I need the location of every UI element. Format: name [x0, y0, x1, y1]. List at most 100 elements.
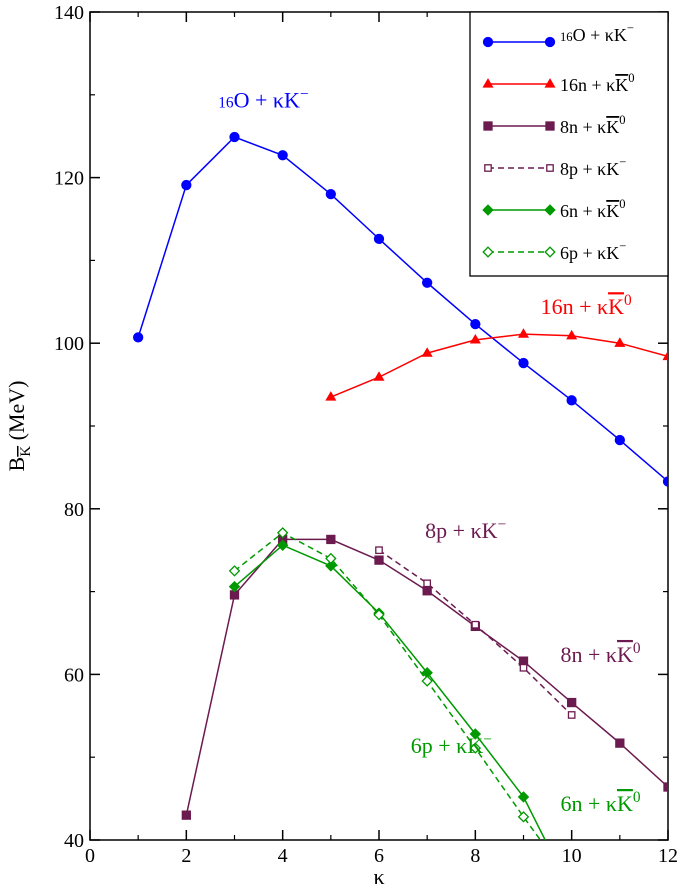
- data-point-triangle: [373, 371, 385, 381]
- data-point-diamond: [421, 675, 433, 687]
- data-point-square: [663, 782, 668, 792]
- ticks-layer: 0 2 4 6 8 10 12 40 60 80 100 120 140: [54, 2, 678, 867]
- data-point-diamond: [517, 811, 530, 823]
- legend-label: 6n + κK0: [560, 197, 626, 221]
- x-tick-label: 8: [470, 845, 480, 867]
- annotation-n6: 6n + κK0: [561, 789, 641, 816]
- legend-item-o16: 16O + κK−: [482, 21, 634, 48]
- data-point-circle: [422, 277, 433, 288]
- legend-label: 8p + κK−: [560, 155, 626, 179]
- data-point-triangle: [517, 328, 530, 338]
- data-point-diamond: [469, 742, 482, 754]
- plot-area: 0 2 4 6 8 10 12 40 60 80 100 120 140: [54, 2, 678, 867]
- data-point-square: [546, 164, 554, 172]
- y-tick-label: 140: [54, 2, 84, 24]
- y-tick-label: 100: [54, 333, 84, 355]
- series-line-n16: [330, 333, 668, 398]
- annotation-n8: 8n + κK0: [561, 640, 641, 667]
- data-point-square: [181, 810, 191, 820]
- data-point-diamond: [544, 246, 556, 258]
- y-tick-label: 40: [64, 830, 84, 852]
- data-point-square: [545, 121, 555, 131]
- legend: 16O + κK− 16n + κK0 8n + κK0 8p + κK− 6n + κ…: [469, 11, 669, 277]
- legend-box: [469, 11, 669, 277]
- series-o16: [133, 131, 668, 487]
- legend-label: 16n + κK0: [560, 71, 635, 95]
- series-p6: [228, 527, 541, 840]
- data-point-triangle: [662, 350, 668, 361]
- data-point-square: [567, 697, 577, 708]
- series-layer: [133, 131, 668, 840]
- data-point-diamond: [325, 552, 337, 565]
- data-point-diamond: [373, 609, 385, 621]
- data-point-triangle: [614, 337, 626, 347]
- data-point-triangle: [544, 78, 556, 88]
- legend-item-p6: 6p + κK−: [482, 239, 626, 263]
- data-point-triangle: [566, 329, 578, 340]
- annotation-p8: 8p + κK−: [425, 516, 506, 543]
- data-point-diamond: [517, 791, 530, 803]
- annotation-n16: 16n + κK0: [541, 292, 632, 319]
- data-point-circle: [662, 476, 668, 487]
- data-point-diamond: [469, 728, 482, 740]
- data-point-circle: [482, 36, 494, 48]
- x-tick-label: 4: [278, 845, 288, 867]
- data-point-circle: [470, 319, 481, 330]
- legend-item-n16: 16n + κK0: [482, 71, 635, 95]
- data-point-circle: [566, 395, 577, 406]
- data-point-square: [471, 620, 480, 629]
- data-point-triangle: [469, 333, 481, 344]
- data-point-square: [483, 121, 493, 131]
- series-p8: [375, 546, 576, 719]
- legend-label: 16O + κK−: [560, 21, 634, 45]
- data-point-diamond: [276, 527, 289, 539]
- data-point-square: [519, 663, 528, 672]
- data-point-triangle: [482, 78, 494, 88]
- y-tick-label: 80: [64, 499, 84, 521]
- annotation-o16: 16O + κK−: [218, 86, 308, 113]
- data-point-circle: [544, 36, 556, 48]
- series-line-o16: [137, 136, 668, 483]
- x-axis-title: κ: [373, 864, 384, 889]
- x-tick-label: 12: [658, 845, 678, 867]
- data-point-diamond: [325, 560, 337, 572]
- data-point-circle: [277, 150, 288, 161]
- x-tick-label: 6: [374, 845, 384, 867]
- series-line-p6: [234, 531, 541, 840]
- data-point-circle: [325, 189, 336, 200]
- data-point-circle: [373, 233, 385, 245]
- x-tick-label: 2: [181, 845, 191, 867]
- legend-item-n6: 6n + κK0: [482, 197, 626, 221]
- series-n6: [228, 539, 546, 840]
- legend-label: 6p + κK−: [560, 239, 626, 263]
- data-point-square: [567, 711, 576, 719]
- data-point-diamond: [228, 565, 241, 577]
- y-axis-title: BK (MeV): [4, 381, 34, 472]
- data-point-diamond: [482, 246, 494, 258]
- data-point-triangle: [325, 391, 337, 401]
- data-point-triangle: [421, 347, 433, 357]
- data-point-circle: [614, 434, 625, 446]
- annotations-layer: 16O + κK− 16n + κK0 8p + κK− 8n + κK0 6p + κ…: [218, 86, 641, 817]
- data-point-circle: [133, 332, 144, 343]
- data-point-diamond: [228, 580, 241, 593]
- data-point-diamond: [544, 204, 556, 216]
- annotation-p6: 6p + κK−: [411, 731, 492, 758]
- legend-item-p8: 8p + κK−: [484, 155, 626, 179]
- data-point-circle: [229, 131, 240, 143]
- data-point-circle: [518, 357, 529, 369]
- data-point-square: [615, 738, 625, 748]
- data-point-circle: [181, 179, 192, 191]
- data-point-square: [326, 534, 336, 545]
- data-point-diamond: [276, 539, 289, 551]
- legend-item-n8: 8n + κK0: [483, 113, 626, 137]
- y-axis-label: BK (MeV): [4, 381, 34, 472]
- data-point-square: [422, 586, 432, 596]
- data-point-square: [484, 164, 492, 172]
- y-tick-label: 60: [64, 664, 84, 686]
- data-point-diamond: [482, 204, 494, 216]
- data-point-square: [375, 546, 383, 555]
- data-point-square: [423, 579, 432, 588]
- x-tick-label: 10: [562, 845, 582, 867]
